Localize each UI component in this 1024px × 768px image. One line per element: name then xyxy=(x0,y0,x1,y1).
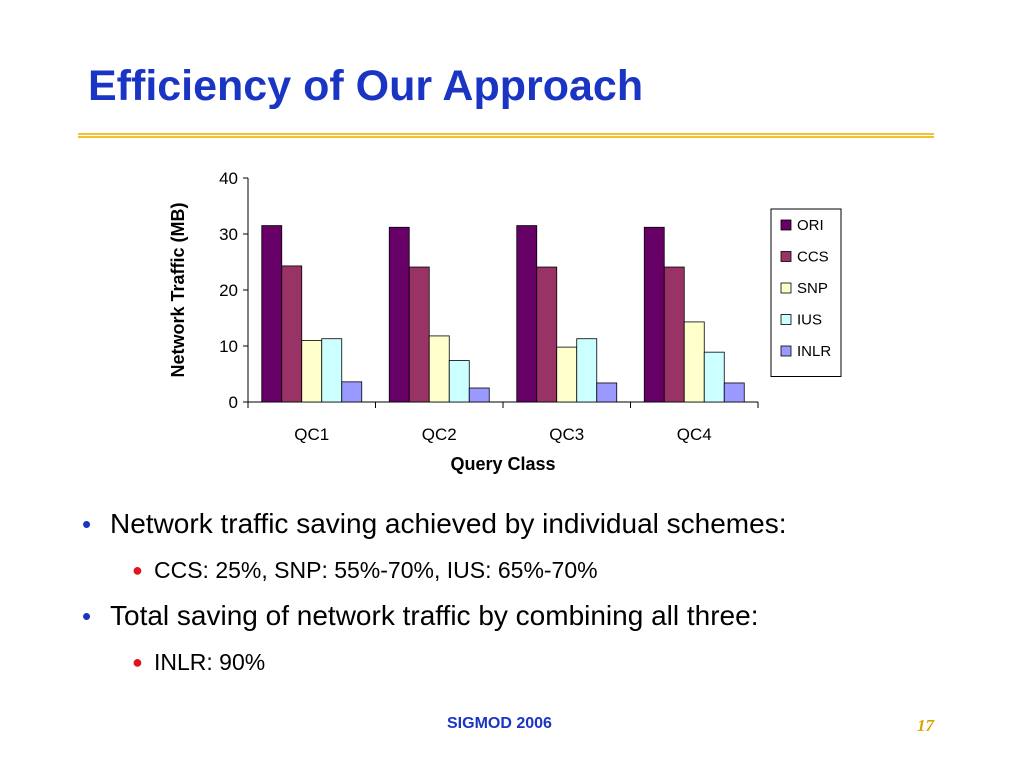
bar-ori-qc2 xyxy=(388,226,410,403)
bar-ccs-qc1 xyxy=(281,265,303,403)
x-axis-title: Query Class xyxy=(450,454,555,474)
bar-ius-qc4 xyxy=(703,351,725,403)
bar-ccs-qc3 xyxy=(536,266,558,403)
legend-label-ius: IUS xyxy=(797,312,822,329)
bar-inlr-qc1 xyxy=(341,381,363,403)
bar-inlr-qc2 xyxy=(468,387,490,403)
legend-label-ccs: CCS xyxy=(797,249,829,266)
y-tick-label: 30 xyxy=(219,225,238,244)
legend-swatch-snp xyxy=(780,282,792,294)
legend-label-ori: ORI xyxy=(797,217,824,234)
y-tick-label: 20 xyxy=(219,281,238,300)
bullet-item: • Network traffic saving achieved by ind… xyxy=(80,505,960,543)
bullet-list: • Network traffic saving achieved by ind… xyxy=(80,505,960,689)
bullet-dot-icon: • xyxy=(82,509,92,539)
legend-swatch-ius xyxy=(780,314,792,325)
bar-ius-qc1 xyxy=(321,338,343,403)
y-axis-title: Network Traffic (MB) xyxy=(168,202,188,377)
sub-bullet-text: INLR: 90% xyxy=(154,649,266,675)
bar-snp-qc3 xyxy=(556,346,578,403)
legend-swatch-ori xyxy=(780,219,792,231)
bar-ori-qc4 xyxy=(643,226,665,403)
bar-ori-qc3 xyxy=(516,225,538,403)
bar-ccs-qc2 xyxy=(408,266,430,403)
bullet-dot-icon: • xyxy=(82,601,92,631)
bar-ccs-qc4 xyxy=(663,266,685,403)
y-tick-label: 10 xyxy=(219,337,238,356)
bar-snp-qc1 xyxy=(301,339,323,403)
bar-inlr-qc3 xyxy=(596,382,618,403)
bar-ius-qc3 xyxy=(576,338,598,403)
bullet-item: • Total saving of network traffic by com… xyxy=(80,597,960,635)
legend-swatch-inlr xyxy=(780,345,792,357)
sub-bullet-text: CCS: 25%, SNP: 55%-70%, IUS: 65%-70% xyxy=(154,557,598,583)
x-tick-label: QC2 xyxy=(422,425,457,444)
x-tick-label: QC4 xyxy=(677,425,712,444)
sub-bullet-dot-icon: ● xyxy=(132,560,143,580)
bar-snp-qc2 xyxy=(428,335,450,403)
y-tick-label: 0 xyxy=(229,393,238,412)
bar-chart: 0 10 20 30 40 QC1 QC2 QC3 QC4 Query Class Network … xyxy=(168,169,842,474)
sub-bullet-item: ● INLR: 90% xyxy=(80,647,960,677)
y-tick-label: 40 xyxy=(219,169,238,188)
bar-inlr-qc4 xyxy=(723,382,745,403)
page-number: 17 xyxy=(917,716,934,735)
bar-snp-qc4 xyxy=(683,321,705,403)
x-tick-label: QC1 xyxy=(294,425,329,444)
legend-label-snp: SNP xyxy=(797,280,828,297)
legend-swatch-ccs xyxy=(780,251,792,262)
x-tick-label: QC3 xyxy=(549,425,584,444)
bullet-text: Network traffic saving achieved by indiv… xyxy=(110,508,787,539)
sub-bullet-dot-icon: ● xyxy=(132,652,143,672)
legend-label-inlr: INLR xyxy=(797,343,831,360)
slide-title: Efficiency of Our Approach xyxy=(88,62,644,110)
title-divider xyxy=(78,133,934,138)
bar-ori-qc1 xyxy=(261,225,283,403)
sub-bullet-item: ● CCS: 25%, SNP: 55%-70%, IUS: 65%-70% xyxy=(80,555,960,585)
bar-ius-qc2 xyxy=(448,360,470,403)
bullet-text: Total saving of network traffic by combi… xyxy=(110,600,759,631)
footer-conference: SIGMOD 2006 xyxy=(447,715,552,732)
